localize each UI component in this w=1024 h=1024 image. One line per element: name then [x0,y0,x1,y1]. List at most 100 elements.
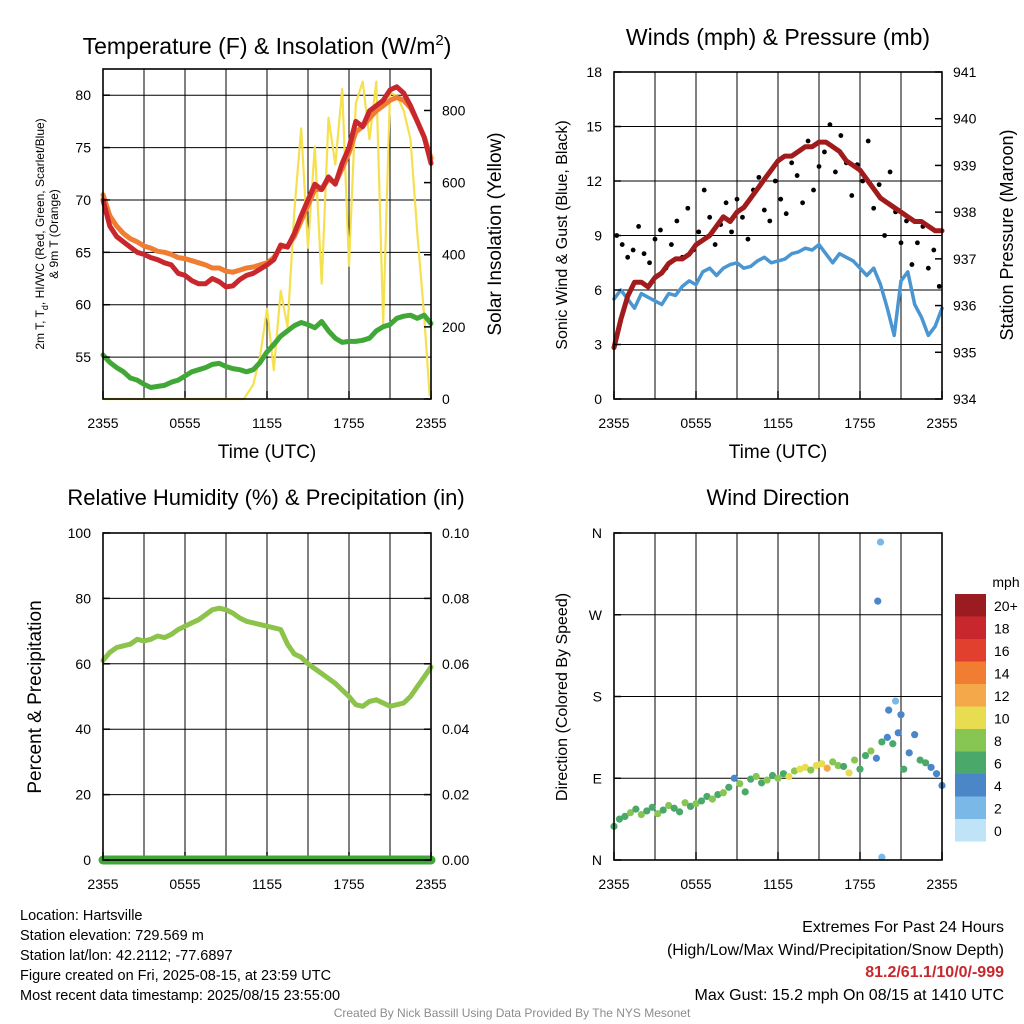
direction-point [922,759,930,767]
gust-point [860,178,866,184]
direction-point [768,771,777,780]
direction-point [621,812,629,821]
direction-point [714,791,722,799]
y-tick-label-0: 80 [75,87,91,103]
y-tick-label-2: 80 [75,590,91,606]
timestamp-text: Most recent data timestamp: 2025/08/15 2… [20,988,341,1004]
direction-point [654,810,662,818]
direction-point [676,808,684,816]
legend-swatch [955,706,986,729]
y-tick-label-3: E [593,770,602,786]
extremes-values: 81.2/61.1/10/0/-999 [865,964,1004,981]
legend-label: 0 [994,823,1002,839]
gust-point [712,242,718,247]
legend-swatch [955,594,986,617]
y-tick-label-1: 6 [594,282,602,298]
direction-point [648,803,656,811]
gust-point [789,160,795,166]
direction-point [885,706,893,714]
gust-point [931,247,937,253]
y-tick-label-1: 18 [586,64,602,80]
gust-point [723,200,729,206]
direction-point [818,760,826,768]
direction-point [703,792,711,801]
direction-point [911,731,919,739]
created-text: Figure created on Fri, 2025-08-15, at 23… [20,968,332,984]
legend-label: 18 [994,621,1010,637]
gust-point [734,196,740,202]
gust-point [838,133,844,138]
y2-tick-label-2: 0.02 [442,787,469,803]
y2-tick-label-0: 600 [442,175,466,191]
legend-title: mph [992,574,1019,590]
direction-point [670,804,678,812]
y2-tick-label-2: 0.08 [442,590,469,606]
y-tick-label-0: 65 [75,244,91,260]
direction-point [840,762,848,771]
direction-point [927,763,935,771]
x-tick-label-3: 2355 [926,876,957,892]
legend-label: 6 [994,756,1002,772]
gust-point [778,196,784,202]
station-info: Location: Hartsville Station elevation: … [20,906,340,1006]
legend-swatch [955,751,986,774]
x-tick-label-3: 1155 [763,876,793,892]
direction-point [681,799,689,807]
y-label-text: Percent & Precipitation [25,600,46,793]
y-tick-label-1: 0 [594,391,602,407]
legend-label: 10 [994,711,1010,727]
x-tick-label-0: 1755 [333,415,364,431]
direction-point [916,756,924,764]
y-axis-label-humidity: Percent & Precipitation [25,600,46,793]
legend-swatch [955,796,986,819]
y2-tick-label-0: 0 [442,391,450,407]
y-tick-label-0: 55 [75,349,91,365]
direction-point [708,795,717,803]
gust-point [767,218,773,224]
latlon-text: Station lat/lon: 42.2112; -77.6897 [20,948,233,964]
y-label-rest: , HI/WC (Red, Green, Scarlet/Blue) [33,118,47,305]
title-superscript: 2 [435,32,443,49]
gust-point [756,174,762,180]
credit-text: Created By Nick Bassill Using Data Provi… [333,1006,691,1020]
y2-axis-label-temperature: Solar Insolation (Yellow) [485,132,506,335]
direction-point [894,729,902,737]
y2-tick-label-0: 400 [442,247,466,263]
y2-tick-label-0: 800 [442,102,466,118]
y-tick-label-3: S [593,689,602,705]
x-tick-label-2: 1755 [333,876,364,892]
y2-tick-label-2: 0.04 [442,721,469,737]
y2-tick-label-1: 939 [953,157,977,173]
y2-tick-label-1: 940 [953,111,977,127]
gust-point [641,251,647,257]
direction-point [697,797,706,805]
direction-point [730,774,738,782]
series-wind [612,242,944,338]
y2-tick-label-1: 937 [953,251,977,267]
gust-point [685,205,691,211]
gust-point [652,236,658,242]
extremes-title: Extremes For Past 24 Hours [802,919,1004,936]
direction-point [774,774,782,782]
gust-point [761,207,767,213]
gust-point [630,247,636,253]
direction-point [779,770,788,778]
gust-point [865,138,871,144]
direction-point [905,749,913,757]
x-tick-label-0: 1155 [252,415,282,431]
direction-point [878,738,886,746]
direction-point [725,783,733,791]
y2-tick-label-1: 935 [953,344,977,360]
direction-point [876,538,885,546]
x-tick-label-2: 2355 [87,876,118,892]
direction-point [856,765,864,773]
legend-swatch [955,729,986,752]
series-pressure [611,139,945,351]
gust-point [915,240,920,246]
direction-point [615,815,624,823]
legend-label: 4 [994,778,1002,794]
gust-point [882,233,887,238]
chart-title-winds: Winds (mph) & Pressure (mb) [626,24,930,50]
x-tick-label-3: 2355 [598,876,629,892]
y-axis-label-temperature: 2m T, Td, HI/WC (Red, Green, Scarlet/Blu… [33,118,61,349]
